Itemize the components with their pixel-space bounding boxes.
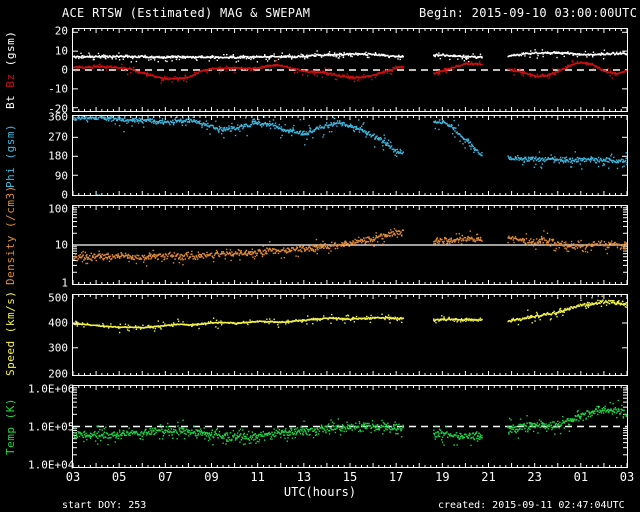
x-axis-ticks: 03 05 07 09 11 13 15 17 19 21 23 01 03	[0, 470, 640, 486]
y-axis-tick: 300	[48, 341, 68, 355]
begin-timestamp: Begin: 2015-09-10 03:00:00UTC	[419, 6, 638, 20]
x-axis-tick: 07	[158, 470, 173, 484]
panel-temp	[72, 385, 628, 468]
ylabel-segment: Bt	[4, 87, 17, 110]
ylabel-segment: Bz	[4, 66, 17, 88]
y-axis-tick: 270	[48, 130, 68, 144]
yticks-temp: 1.0E+06 1.0E+05 1.0E+04	[24, 382, 75, 472]
x-axis-tick: 09	[204, 470, 219, 484]
yticks-density: 100 10 1	[24, 202, 68, 290]
yticks-mag: 20 10 0 -10 -20	[24, 24, 68, 116]
page-title: ACE RTSW (Estimated) MAG & SWEPAM	[62, 6, 311, 20]
start-doy-label: start DOY: 253	[62, 500, 147, 511]
ylabel-density: Density (/cm3)	[4, 185, 17, 285]
x-axis-tick: 13	[296, 470, 312, 484]
y-axis-tick: 100	[48, 202, 68, 216]
x-axis-tick: 23	[527, 470, 542, 484]
panel-mag	[72, 28, 628, 112]
panel-speed	[72, 294, 628, 376]
y-axis-tick: 400	[48, 316, 68, 330]
plot-den	[73, 206, 627, 284]
x-axis-tick: 11	[250, 470, 265, 484]
plot-spd	[73, 295, 627, 375]
x-axis-tick: 17	[388, 470, 404, 484]
x-axis-tick: 03	[65, 470, 81, 484]
yticks-phi: 360 270 180 90 0	[24, 111, 68, 202]
series-temp	[73, 399, 627, 447]
created-timestamp: created: 2015-09-11 02:47:04UTC	[438, 500, 625, 511]
y-axis-tick: -10	[48, 82, 68, 96]
plot-phi	[73, 116, 627, 195]
y-axis-tick: 10	[54, 44, 68, 58]
x-axis-title: UTC(hours)	[283, 485, 357, 499]
plot-mag	[73, 29, 627, 111]
y-axis-tick: 180	[48, 149, 68, 163]
panel-density	[72, 205, 628, 285]
y-axis-tick: 200	[48, 367, 68, 381]
yticks-speed: 500 400 300 200	[24, 291, 68, 380]
y-axis-tick: 0	[61, 63, 68, 77]
series-bz	[73, 59, 627, 84]
ylabel-phi: Phi (gsm)	[4, 123, 17, 188]
y-axis-tick: 90	[54, 169, 68, 183]
y-axis-tick: 1.0E+04	[28, 458, 75, 472]
y-axis-tick: 10	[54, 238, 68, 252]
plot-tmp	[73, 386, 627, 467]
y-axis-tick: 1	[61, 276, 68, 290]
y-axis-tick: 500	[48, 291, 68, 305]
y-axis-tick: 360	[48, 110, 68, 124]
x-axis-tick: 05	[111, 470, 127, 484]
series-speed	[73, 295, 627, 334]
series-phi	[73, 116, 627, 195]
ylabel-segment: (gsm)	[4, 30, 17, 67]
x-axis-tick: 15	[342, 470, 358, 484]
ylabel-temp: Temp (K)	[4, 398, 17, 455]
series-bt	[73, 49, 627, 63]
ylabel-speed: Speed (km/s)	[4, 290, 17, 376]
x-axis-tick: 21	[481, 470, 496, 484]
series-density	[73, 228, 627, 267]
y-axis-tick: 1.0E+05	[28, 420, 75, 433]
y-axis-tick: 20	[54, 24, 68, 38]
panel-phi	[72, 115, 628, 196]
x-axis-tick: 03	[619, 470, 635, 484]
y-axis-tick: 1.0E+06	[28, 382, 75, 396]
x-axis-tick: 01	[573, 470, 589, 484]
x-axis-tick: 19	[435, 470, 450, 484]
y-axis-tick: -20	[48, 102, 68, 116]
ylabel-mag: Bt Bz (gsm)	[4, 28, 17, 112]
y-axis-tick: 0	[61, 188, 68, 202]
